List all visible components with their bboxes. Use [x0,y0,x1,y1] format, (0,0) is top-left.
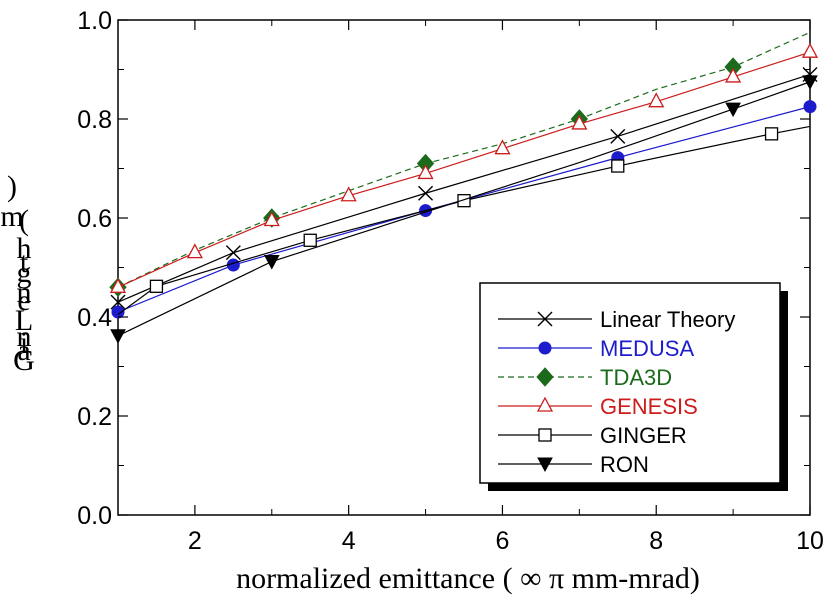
y-label-char: ) [7,170,17,203]
y-label-char: ( [19,204,29,237]
data-point [418,185,434,201]
data-point [110,294,126,310]
axis-ticks: 2 4 6 8 10 0.0 0.2 0.4 0.6 0.8 1.0 [77,7,824,555]
series-ron [110,75,818,344]
data-point [802,75,818,90]
y-label-char: n [17,320,32,353]
data-point [110,329,126,344]
legend-label: GENESIS [600,394,698,419]
y-label-char: t [20,246,29,279]
data-point [109,277,127,293]
legend-entry: MEDUSA [498,336,694,361]
y-tick-label: 0.2 [77,403,112,431]
legend-marker [537,311,553,327]
data-point [648,92,665,108]
data-point [725,67,742,83]
legend-entry: GINGER [498,423,687,448]
legend-marker [538,341,552,355]
legend-entry: Linear Theory [498,307,735,332]
y-label-char: a [17,334,30,367]
legend-label: MEDUSA [600,336,694,361]
x-axis-label: normalized emittance ( ∞ π mm-mrad) [236,562,700,595]
legend: Linear Theory MEDUSA TDA3D GENESIS GINGER RON [479,282,788,491]
y-label-char: i [20,326,28,359]
series-line [117,73,811,303]
legend-entry: RON [498,452,649,477]
x-tick-label: 6 [495,527,509,555]
data-point [303,233,317,247]
series-line [117,31,811,288]
legend-entry: GENESIS [498,394,698,419]
legend-label: RON [600,452,649,477]
legend-label: Linear Theory [600,307,735,332]
legend-label: TDA3D [600,365,672,390]
data-point [225,245,241,261]
data-point [764,127,779,141]
data-point [611,159,625,173]
series-tda3d [109,31,811,298]
series-line [117,51,811,288]
y-label-char: G [13,344,35,377]
series-linear-theory [110,66,818,310]
series-layer [109,31,819,344]
data-point [340,186,357,202]
y-label-char: g [17,256,32,289]
data-point [610,128,626,144]
y-tick-label: 0.0 [77,502,112,530]
data-point [571,114,588,130]
data-point [725,102,741,118]
data-point [417,164,434,180]
series-line [117,81,811,337]
series-line [117,106,811,313]
x-tick-label: 8 [649,527,663,555]
legend-label: GINGER [600,423,687,448]
data-point [263,211,280,227]
x-tick-label: 2 [188,527,202,555]
legend-box [479,282,781,484]
y-label-char: n [17,276,32,309]
y-tick-label: 1.0 [77,7,112,35]
y-label-char: L [15,304,33,337]
legend-marker [537,457,553,473]
legend-marker [538,428,552,442]
data-point [803,100,817,114]
legend-entry: TDA3D [498,365,672,390]
data-point [494,139,511,155]
x-tick-label: 4 [342,527,356,555]
data-point [149,279,164,293]
data-point [801,42,819,58]
y-tick-label: 0.6 [77,205,112,233]
data-point [111,305,125,319]
legend-marker [536,396,554,412]
y-tick-label: 0.8 [77,106,112,134]
y-label-char: m [0,200,23,233]
data-point [263,255,280,270]
x-tick-label: 10 [796,527,824,555]
y-tick-label: 0.4 [77,304,112,332]
legend-marker [536,367,554,387]
data-point [186,243,203,259]
y-label-char: e [17,284,30,317]
series-ginger [117,125,811,316]
y-label-char: h [17,232,32,265]
data-point [457,194,471,208]
series-genesis [109,42,819,293]
